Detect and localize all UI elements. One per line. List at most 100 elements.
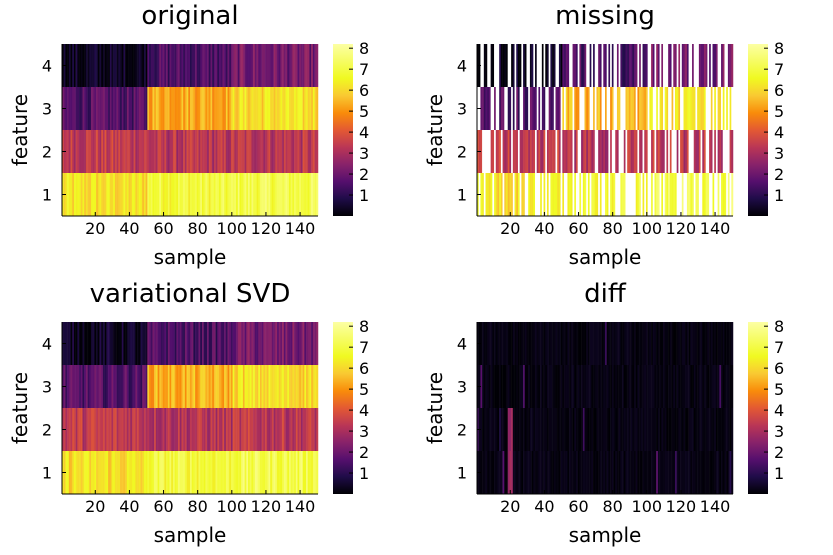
heatmap-cell bbox=[613, 408, 616, 451]
heatmap-cell bbox=[283, 87, 286, 130]
heatmap-cell bbox=[316, 87, 319, 130]
heatmap-cell bbox=[686, 322, 689, 365]
heatmap-cell bbox=[546, 173, 549, 216]
heatmap-cell bbox=[541, 408, 544, 451]
heatmap-cell bbox=[690, 44, 693, 87]
heatmap-cell bbox=[526, 44, 529, 87]
heatmap-cell bbox=[596, 451, 599, 494]
heatmap-cell bbox=[258, 451, 261, 494]
heatmap-cell bbox=[495, 408, 498, 451]
heatmap-cell bbox=[589, 87, 592, 130]
heatmap-cell bbox=[280, 44, 283, 87]
heatmap-cell bbox=[719, 130, 722, 173]
heatmap-cell bbox=[727, 451, 730, 494]
heatmap-cell bbox=[575, 365, 578, 408]
heatmap-cell bbox=[632, 365, 635, 408]
heatmap-cell bbox=[215, 408, 218, 451]
heatmap-cell bbox=[225, 451, 228, 494]
heatmap-cell bbox=[506, 130, 508, 173]
heatmap-cell bbox=[685, 322, 688, 365]
heatmap-cell bbox=[603, 451, 606, 494]
heatmap-cell bbox=[507, 451, 510, 494]
heatmap-cell bbox=[528, 365, 531, 408]
heatmap-cell bbox=[700, 365, 703, 408]
heatmap-cell bbox=[628, 451, 631, 494]
heatmap-cell bbox=[191, 44, 194, 87]
heatmap-cell bbox=[198, 322, 201, 365]
heatmap-cell bbox=[656, 365, 659, 408]
heatmap-cell bbox=[494, 173, 497, 216]
heatmap-cell bbox=[533, 87, 536, 130]
heatmap-cell bbox=[244, 365, 247, 408]
heatmap-cell bbox=[533, 130, 536, 173]
heatmap-cell bbox=[237, 44, 240, 87]
heatmap-cell bbox=[671, 130, 674, 173]
heatmap-cell bbox=[485, 173, 488, 216]
y-tick-label: 4 bbox=[42, 335, 52, 354]
heatmap-cell bbox=[504, 408, 507, 451]
heatmap-cell bbox=[111, 173, 114, 216]
heatmap-cell bbox=[162, 44, 165, 87]
heatmap-cell bbox=[80, 365, 83, 408]
heatmap-cell bbox=[575, 44, 578, 87]
heatmap-cell bbox=[251, 451, 254, 494]
heatmap-cell bbox=[207, 87, 210, 130]
heatmap-cell bbox=[85, 408, 88, 451]
heatmap-cell bbox=[75, 451, 78, 494]
heatmap-cell bbox=[157, 365, 160, 408]
heatmap-cell bbox=[207, 130, 210, 173]
heatmap-cell bbox=[171, 451, 174, 494]
heatmap-cell bbox=[229, 322, 232, 365]
heatmap-cell bbox=[557, 130, 560, 173]
heatmap-cell bbox=[611, 130, 614, 173]
heatmap-cell bbox=[135, 451, 138, 494]
heatmap-cell bbox=[637, 44, 640, 87]
heatmap-cell bbox=[203, 408, 206, 451]
heatmap-cell bbox=[137, 173, 140, 216]
heatmap-cell bbox=[594, 365, 597, 408]
heatmap-cell bbox=[550, 173, 553, 216]
heatmap-cell bbox=[615, 130, 618, 173]
heatmap-cell bbox=[67, 130, 70, 173]
heatmap-cell bbox=[715, 87, 718, 130]
heatmap-cell bbox=[92, 365, 95, 408]
heatmap-cell bbox=[294, 173, 297, 216]
heatmap-cell bbox=[579, 451, 582, 494]
heatmap-cell bbox=[104, 173, 107, 216]
heatmap-cell bbox=[294, 322, 297, 365]
heatmap-cell bbox=[570, 365, 573, 408]
heatmap-cell bbox=[671, 365, 674, 408]
heatmap-cell bbox=[519, 451, 522, 494]
heatmap-cell bbox=[75, 322, 78, 365]
heatmap-cell bbox=[113, 173, 116, 216]
heatmap-cell bbox=[205, 408, 208, 451]
heatmap-cell bbox=[608, 408, 611, 451]
heatmap-cell bbox=[731, 451, 734, 494]
heatmap-cell bbox=[625, 173, 628, 216]
heatmap-cell bbox=[686, 365, 689, 408]
panel-title: variational SVD bbox=[90, 279, 291, 309]
heatmap-cell bbox=[582, 451, 585, 494]
heatmap-cell bbox=[693, 130, 696, 173]
heatmap-cell bbox=[160, 87, 163, 130]
heatmap-cell bbox=[205, 365, 208, 408]
heatmap-cell bbox=[652, 87, 655, 130]
heatmap-cell bbox=[258, 87, 261, 130]
heatmap-cell bbox=[603, 87, 606, 130]
panel-title: missing bbox=[555, 1, 655, 31]
heatmap-cell bbox=[710, 87, 713, 130]
heatmap-cell bbox=[113, 87, 116, 130]
heatmap-cell bbox=[645, 408, 648, 451]
heatmap-cell bbox=[109, 173, 112, 216]
heatmap-cell bbox=[133, 87, 136, 130]
heatmap-cell bbox=[507, 44, 510, 87]
heatmap-cell bbox=[681, 451, 684, 494]
heatmap-cell bbox=[500, 322, 503, 365]
heatmap-cell bbox=[77, 451, 80, 494]
heatmap-cell bbox=[265, 322, 268, 365]
heatmap-cell bbox=[155, 408, 158, 451]
heatmap-cell bbox=[108, 408, 111, 451]
heatmap-cell bbox=[300, 130, 303, 173]
heatmap-cell bbox=[248, 451, 250, 494]
heatmap-cell bbox=[690, 173, 693, 216]
